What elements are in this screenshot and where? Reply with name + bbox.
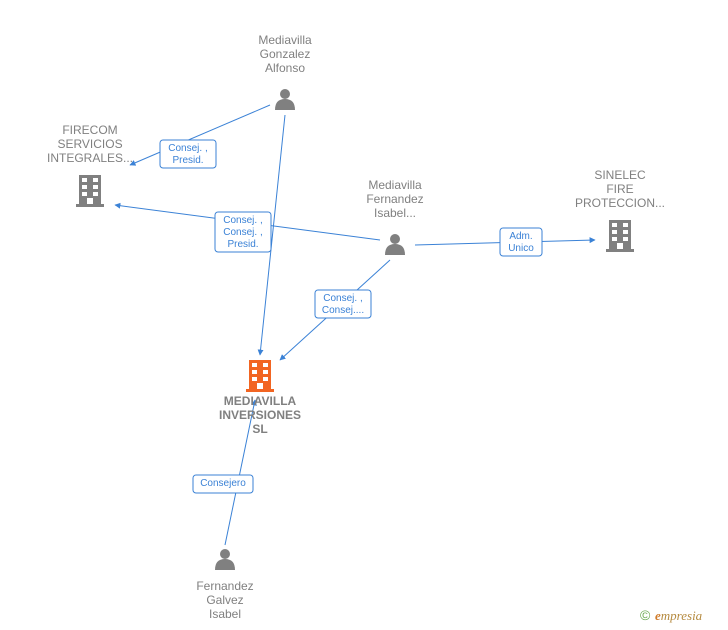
edge-label-e1: Consej. ,Presid. <box>160 140 216 168</box>
node-label-line: INVERSIONES <box>219 408 301 422</box>
edge-label-e6: Consejero <box>193 475 253 493</box>
watermark: © empresia <box>640 607 703 623</box>
edge-label-e3: Consej. ,Consej. ,Presid. <box>215 212 271 252</box>
node-label-line: Alfonso <box>265 61 305 75</box>
node-label-line: Mediavilla <box>368 178 422 192</box>
copyright-symbol: © <box>640 607 651 623</box>
node-c1[interactable]: FIRECOMSERVICIOSINTEGRALES... <box>47 123 133 207</box>
node-c3[interactable]: MEDIAVILLAINVERSIONESSL <box>219 360 301 436</box>
node-label-line: Isabel <box>209 607 241 621</box>
edge-label-text: Presid. <box>172 155 203 166</box>
node-label-line: INTEGRALES... <box>47 151 133 165</box>
node-label-line: FIRECOM <box>62 123 117 137</box>
node-label-line: FIRE <box>606 182 633 196</box>
node-label-line: SL <box>252 422 267 436</box>
node-p1[interactable]: MediavillaGonzalezAlfonso <box>258 33 312 110</box>
building-icon <box>246 360 274 392</box>
edge-label-e5: Adm.Unico <box>500 228 542 256</box>
person-icon <box>275 89 295 110</box>
brand-text: empresia <box>655 608 703 623</box>
edge-label-text: Consej. , <box>223 227 262 238</box>
person-icon <box>215 549 235 570</box>
node-label-line: Fernandez <box>196 579 253 593</box>
edge-label-text: Unico <box>508 243 534 254</box>
building-icon <box>76 175 104 207</box>
node-label-line: SINELEC <box>594 168 646 182</box>
node-label-line: PROTECCION... <box>575 196 665 210</box>
node-c2[interactable]: SINELECFIREPROTECCION... <box>575 168 665 252</box>
node-label-line: MEDIAVILLA <box>224 394 297 408</box>
node-p3[interactable]: FernandezGalvezIsabel <box>196 549 253 621</box>
edge-label-text: Consej. , <box>168 143 207 154</box>
person-icon <box>385 234 405 255</box>
node-label-line: Isabel... <box>374 206 416 220</box>
edge-label-text: Consej.... <box>322 305 364 316</box>
node-label-line: Galvez <box>206 593 243 607</box>
node-label-line: Fernandez <box>366 192 423 206</box>
edge-label-text: Presid. <box>227 239 258 250</box>
edge-label-e4: Consej. ,Consej.... <box>315 290 371 318</box>
node-label-line: Mediavilla <box>258 33 312 47</box>
building-icon <box>606 220 634 252</box>
edge-label-text: Consej. , <box>323 293 362 304</box>
edge-label-text: Adm. <box>509 231 532 242</box>
edge-label-text: Consejero <box>200 478 246 489</box>
node-p2[interactable]: MediavillaFernandezIsabel... <box>366 178 423 255</box>
edge-label-text: Consej. , <box>223 215 262 226</box>
node-label-line: SERVICIOS <box>57 137 122 151</box>
node-label-line: Gonzalez <box>260 47 311 61</box>
